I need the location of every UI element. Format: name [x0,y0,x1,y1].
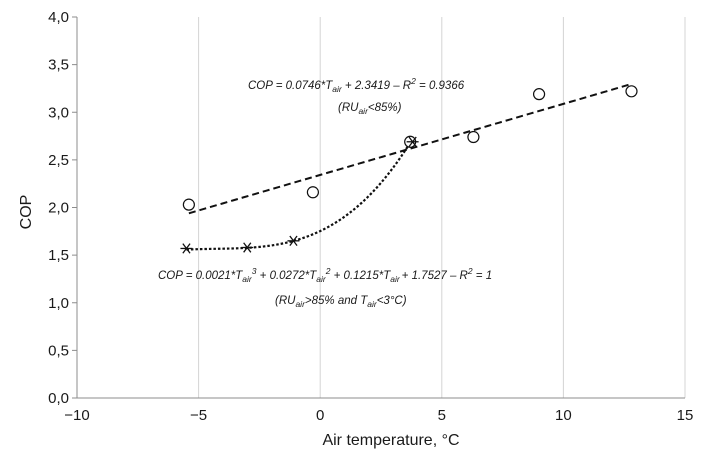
y-tick-label: 2,0 [48,200,69,217]
circle-point [625,85,638,98]
y-tick-label: 1,0 [48,295,69,312]
x-tick-label: −5 [190,407,207,424]
y-tick-label: 1,5 [48,247,69,264]
cubic-fit-equation: COP = 0.0021*Tair3 + 0.0272*Tair2 + 0.12… [158,266,492,284]
y-tick-label: 4,0 [48,9,69,26]
asterisk-point [180,243,193,254]
linear-fit-condition: (RUair<85%) [338,102,402,116]
linear-trendline [188,83,632,215]
circle-point [306,186,320,199]
circle-point [467,130,480,144]
asterisk-point [241,242,254,253]
asterisk-stroke [408,136,417,147]
x-tick-label: 10 [555,407,572,424]
x-tick-label: 0 [316,407,324,424]
asterisk-stroke [289,235,298,247]
y-tick-label: 3,0 [48,104,69,121]
y-tick-label: 2,5 [48,152,69,169]
data-points [180,85,638,254]
y-tick-labels: 0,0 0,5 1,0 1,5 2,0 2,5 3,0 3,5 4,0 [48,9,69,407]
x-axis-label: Air temperature, °C [322,432,459,449]
trendlines [186,83,632,251]
cubic-trendline [186,138,414,251]
asterisk-stroke [182,243,191,254]
y-tick-label: 3,5 [48,57,69,74]
asterisk-stroke [243,242,252,253]
circle-point [182,198,195,211]
asterisk-point [287,235,300,247]
grid-lines [76,17,686,398]
y-tick-label: 0,0 [48,390,69,407]
axes [72,16,685,399]
x-tick-label: 5 [438,407,446,424]
cubic-fit-condition: (RUair>85% and Tair<3°C) [275,295,407,309]
y-tick-label: 0,5 [48,342,69,359]
linear-fit-equation: COP = 0.0746*Tair + 2.3419 – R2 = 0.9366 [248,76,465,94]
y-axis-label: COP [18,195,35,230]
x-tick-label: −10 [64,407,89,424]
x-tick-labels: −10 −5 0 5 10 15 [64,407,693,424]
circle-point [532,88,546,101]
x-tick-label: 15 [677,407,694,424]
asterisk-point [406,136,419,147]
